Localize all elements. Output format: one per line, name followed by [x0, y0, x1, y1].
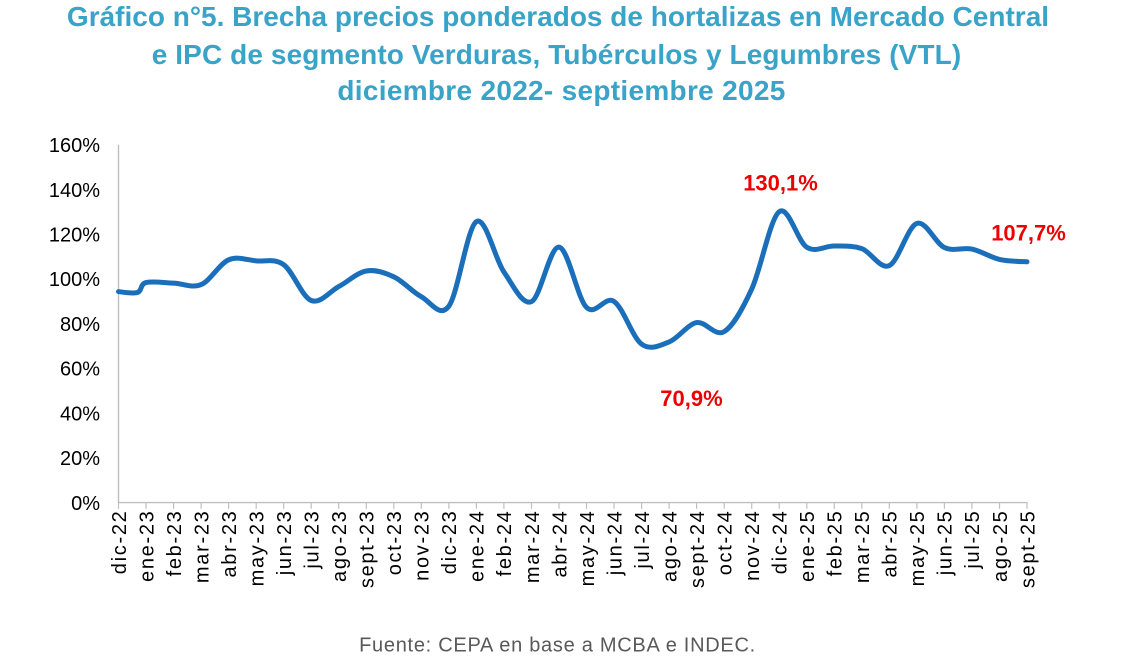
svg-text:jul-23: jul-23 [302, 510, 324, 570]
svg-text:jun-25: jun-25 [935, 510, 957, 577]
svg-text:dic-22: dic-22 [109, 510, 131, 575]
svg-text:jul-24: jul-24 [632, 510, 654, 570]
svg-text:nov-23: nov-23 [412, 510, 434, 581]
svg-text:oct-24: oct-24 [715, 510, 737, 576]
svg-text:70,9%: 70,9% [660, 386, 722, 411]
svg-text:ago-23: ago-23 [329, 510, 351, 582]
svg-text:20%: 20% [60, 448, 100, 470]
svg-text:140%: 140% [49, 180, 100, 202]
svg-text:feb-24: feb-24 [494, 510, 516, 577]
svg-text:oct-23: oct-23 [384, 510, 406, 576]
svg-text:mar-25: mar-25 [852, 510, 874, 584]
svg-text:80%: 80% [60, 314, 100, 336]
svg-text:may-23: may-23 [247, 510, 269, 587]
svg-text:ago-24: ago-24 [659, 510, 681, 582]
svg-text:60%: 60% [60, 359, 100, 381]
svg-text:may-24: may-24 [577, 510, 599, 587]
svg-text:e IPC de segmento Verduras, Tu: e IPC de segmento Verduras, Tubérculos y… [152, 39, 962, 70]
svg-text:may-25: may-25 [907, 510, 929, 587]
svg-text:feb-25: feb-25 [825, 510, 847, 577]
svg-text:130,1%: 130,1% [743, 171, 818, 196]
svg-text:120%: 120% [49, 225, 100, 247]
svg-text:0%: 0% [71, 493, 100, 515]
svg-text:nov-24: nov-24 [742, 510, 764, 581]
svg-text:40%: 40% [60, 403, 100, 425]
svg-text:Fuente: CEPA en base a MCBA e: Fuente: CEPA en base a MCBA e INDEC. [359, 635, 756, 657]
svg-text:abr-25: abr-25 [880, 510, 902, 578]
svg-text:diciembre 2022- septiembre 202: diciembre 2022- septiembre 2025 [337, 75, 785, 106]
svg-text:dic-24: dic-24 [770, 510, 792, 575]
svg-text:ene-24: ene-24 [467, 510, 489, 582]
svg-text:jun-24: jun-24 [604, 510, 626, 577]
svg-text:sept-24: sept-24 [687, 510, 709, 589]
svg-text:107,7%: 107,7% [991, 221, 1066, 246]
svg-text:jun-23: jun-23 [274, 510, 296, 577]
svg-text:100%: 100% [49, 269, 100, 291]
svg-text:mar-23: mar-23 [191, 510, 213, 584]
svg-text:jul-25: jul-25 [962, 510, 984, 570]
svg-text:ago-25: ago-25 [990, 510, 1012, 582]
svg-text:abr-24: abr-24 [549, 510, 571, 578]
svg-text:sept-25: sept-25 [1017, 510, 1039, 589]
svg-text:160%: 160% [49, 135, 100, 157]
svg-text:dic-23: dic-23 [439, 510, 461, 575]
svg-text:Gráfico n°5. Brecha precios po: Gráfico n°5. Brecha precios ponderados d… [67, 1, 1049, 32]
svg-text:mar-24: mar-24 [522, 510, 544, 584]
svg-text:ene-23: ene-23 [136, 510, 158, 582]
svg-text:feb-23: feb-23 [164, 510, 186, 577]
svg-text:sept-23: sept-23 [357, 510, 379, 589]
svg-text:ene-25: ene-25 [797, 510, 819, 582]
svg-text:abr-23: abr-23 [219, 510, 241, 578]
